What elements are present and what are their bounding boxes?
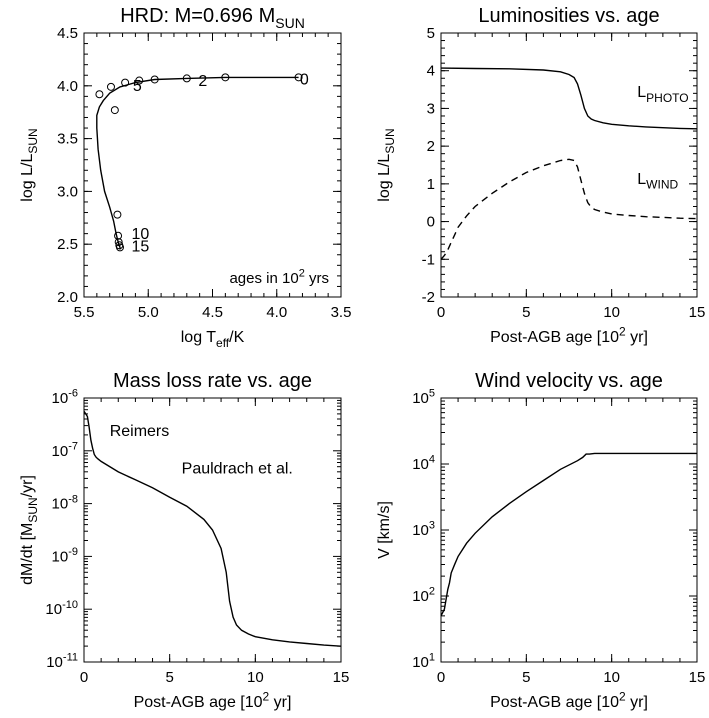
y-tick-label: 3 (427, 100, 435, 117)
y-tick-label: -1 (422, 251, 435, 268)
series-line-1 (83, 410, 342, 647)
chart-panel-3: 0 5 10 15 10-11 10-10 10-9 10-8 10-7 10-6 Mass los… (19, 370, 349, 711)
age-label: 10 (132, 226, 150, 243)
y-tick-label: 101 (412, 652, 435, 671)
x-tick-label: 10 (247, 669, 264, 686)
age-label: 0 (300, 72, 309, 89)
y-tick-label: 4.5 (57, 25, 78, 42)
age-marker (114, 238, 123, 247)
hrd-track-line (96, 76, 299, 250)
chart-title-1: HRD: M=0.696 MSUN (120, 5, 305, 31)
y-tick-label: 10-11 (46, 652, 78, 671)
plot-frame-3 (83, 397, 342, 663)
annotation-2: Pauldrach et al. (182, 461, 293, 478)
age-marker (114, 231, 123, 240)
chart-title-2: Luminosities vs. age (478, 5, 659, 27)
x-tick-label: 5.5 (74, 304, 95, 321)
x-tick-label: 15 (689, 669, 706, 686)
y-tick-label: 105 (412, 388, 435, 407)
x-axis-label-3: Post-AGB age [102 yr] (134, 689, 292, 711)
age-marker (115, 243, 124, 252)
x-tick-label: 5.0 (138, 304, 159, 321)
y-axis-label-4: V [km/s] (376, 501, 393, 559)
x-tick-label: 4.0 (266, 304, 287, 321)
x-tick-label: 5 (522, 304, 530, 321)
chart-panel-1: 5.5 5.0 4.5 4.0 3.5 2.0 2.5 3.0 3.5 4.0 4.5 HRD: M=… (19, 5, 351, 350)
y-tick-label: 103 (412, 520, 435, 539)
chart-title-3: Mass loss rate vs. age (113, 370, 312, 392)
age-marker (95, 90, 104, 99)
y-tick-label: 102 (412, 586, 435, 605)
y-tick-label: 4 (427, 63, 435, 80)
age-label: 15 (132, 239, 150, 256)
x-tick-label: 0 (80, 669, 88, 686)
x-tick-label: 3.5 (331, 304, 352, 321)
age-marker (221, 73, 230, 82)
y-tick-label: 10-9 (52, 546, 78, 565)
y-tick-label: 10-10 (45, 599, 78, 618)
y-tick-label: 2.0 (57, 289, 78, 306)
y-axis-label-1: log L/LSUN (19, 128, 40, 201)
chart-panel-4: 0 5 10 15 101 102 103 104 105 Wind velocity vs. a… (376, 370, 705, 711)
x-axis-label-1: log Teff/K (181, 329, 245, 350)
y-tick-label: 10-6 (52, 388, 78, 407)
y-tick-label: -2 (422, 289, 435, 306)
plot-frame-2 (440, 32, 698, 298)
x-tick-label: 15 (333, 669, 350, 686)
ages-annotation: ages in 102 yrs (229, 268, 329, 287)
age-marker (106, 82, 115, 91)
y-tick-label: 104 (412, 454, 435, 473)
x-tick-label: 0 (437, 669, 445, 686)
age-marker (121, 78, 130, 87)
annotation-1: Reimers (110, 423, 170, 440)
age-marker (150, 75, 159, 84)
age-marker (135, 76, 144, 85)
series-line-1 (440, 67, 698, 130)
chart-title-4: Wind velocity vs. age (475, 370, 663, 392)
y-axis-label-2: log L/LSUN (376, 128, 397, 201)
y-tick-label: 4.0 (57, 78, 78, 95)
y-tick-label: 3.5 (57, 131, 78, 148)
age-marker (113, 210, 122, 219)
x-axis-label-4: Post-AGB age [102 yr] (490, 689, 648, 711)
x-tick-label: 15 (689, 304, 706, 321)
series-line-2 (440, 158, 698, 260)
x-tick-label: 5 (165, 669, 173, 686)
chart-panel-2: 0 5 10 15 -2 -1 0 1 2 3 4 5 Luminosities vs. age Post… (376, 5, 705, 346)
series-line-1 (440, 452, 697, 617)
age-marker (110, 106, 119, 115)
x-tick-label: 5 (522, 669, 530, 686)
y-tick-label: 2.5 (57, 236, 78, 253)
y-tick-label: 3.0 (57, 183, 78, 200)
age-marker (294, 73, 303, 82)
y-tick-label: 10-8 (52, 493, 78, 512)
age-label: 5 (133, 78, 142, 95)
x-axis-label-2: Post-AGB age [102 yr] (490, 324, 648, 346)
series-label-1: LPHOTO (637, 84, 688, 105)
x-tick-label: 10 (603, 669, 620, 686)
y-tick-label: 0 (427, 214, 435, 231)
x-tick-label: 4.5 (202, 304, 223, 321)
y-tick-label: 5 (427, 25, 435, 42)
y-axis-label-3: dM/dt [MSUN/yr] (19, 475, 40, 585)
age-marker (182, 74, 191, 83)
y-tick-label: 10-7 (52, 441, 78, 460)
series-label-2: LWIND (637, 171, 678, 192)
y-tick-label: 2 (427, 138, 435, 155)
age-label: 2 (198, 73, 207, 90)
y-tick-label: 1 (427, 176, 435, 193)
x-tick-label: 10 (603, 304, 620, 321)
x-tick-label: 0 (437, 304, 445, 321)
